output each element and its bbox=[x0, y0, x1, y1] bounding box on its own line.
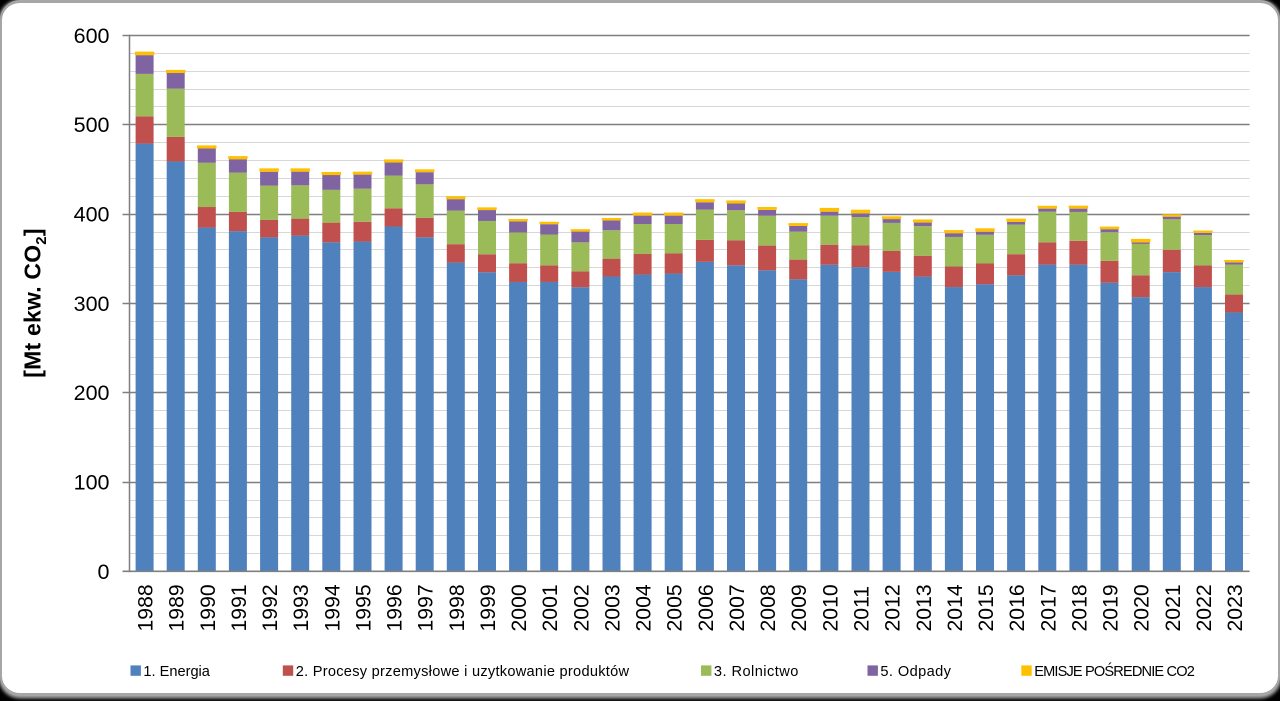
svg-text:2014: 2014 bbox=[944, 584, 967, 631]
svg-text:400: 400 bbox=[74, 203, 110, 227]
svg-text:5. Odpady: 5. Odpady bbox=[880, 664, 951, 680]
svg-text:0: 0 bbox=[98, 560, 110, 584]
svg-text:1990: 1990 bbox=[197, 584, 220, 631]
svg-text:500: 500 bbox=[74, 113, 110, 137]
svg-text:2012: 2012 bbox=[882, 584, 905, 631]
svg-text:2022: 2022 bbox=[1193, 584, 1216, 631]
svg-text:1992: 1992 bbox=[259, 584, 282, 631]
svg-text:2020: 2020 bbox=[1131, 584, 1154, 631]
svg-text:2001: 2001 bbox=[539, 584, 562, 631]
svg-text:1989: 1989 bbox=[166, 584, 189, 631]
svg-text:2003: 2003 bbox=[602, 584, 625, 631]
svg-text:2007: 2007 bbox=[726, 584, 749, 631]
svg-text:100: 100 bbox=[74, 471, 110, 495]
svg-text:1995: 1995 bbox=[353, 584, 376, 631]
svg-text:2015: 2015 bbox=[975, 584, 998, 631]
svg-text:300: 300 bbox=[74, 292, 110, 316]
svg-text:2005: 2005 bbox=[664, 584, 687, 631]
svg-text:2021: 2021 bbox=[1162, 584, 1185, 631]
svg-text:3. Rolnictwo: 3. Rolnictwo bbox=[714, 664, 799, 680]
svg-text:1999: 1999 bbox=[477, 584, 500, 631]
svg-text:2023: 2023 bbox=[1224, 584, 1247, 631]
svg-text:1997: 1997 bbox=[415, 584, 438, 631]
svg-text:1. Energia: 1. Energia bbox=[143, 664, 210, 680]
svg-text:1993: 1993 bbox=[290, 584, 313, 631]
svg-text:200: 200 bbox=[74, 381, 110, 405]
svg-text:600: 600 bbox=[74, 24, 110, 48]
svg-text:2004: 2004 bbox=[633, 584, 656, 631]
svg-text:1996: 1996 bbox=[384, 584, 407, 631]
svg-text:2019: 2019 bbox=[1100, 584, 1123, 631]
svg-text:2011: 2011 bbox=[851, 586, 874, 632]
svg-text:2006: 2006 bbox=[695, 584, 718, 631]
svg-text:2009: 2009 bbox=[788, 584, 811, 631]
svg-text:1988: 1988 bbox=[135, 584, 158, 631]
svg-text:2017: 2017 bbox=[1037, 584, 1060, 631]
svg-text:1991: 1991 bbox=[228, 584, 251, 631]
svg-text:2002: 2002 bbox=[570, 584, 593, 631]
svg-text:EMISJE POŚREDNIE CO2: EMISJE POŚREDNIE CO2 bbox=[1034, 662, 1195, 680]
svg-text:2008: 2008 bbox=[757, 584, 780, 631]
svg-text:2018: 2018 bbox=[1068, 584, 1091, 631]
svg-text:2013: 2013 bbox=[913, 584, 936, 631]
svg-text:2010: 2010 bbox=[819, 584, 842, 631]
svg-text:1994: 1994 bbox=[321, 584, 344, 631]
svg-text:1998: 1998 bbox=[446, 584, 469, 631]
svg-text:2. Procesy przemysłowe i uzytk: 2. Procesy przemysłowe i uzytkowanie pro… bbox=[296, 664, 630, 680]
svg-text:2000: 2000 bbox=[508, 584, 531, 631]
svg-text:2016: 2016 bbox=[1006, 584, 1029, 631]
svg-text:[Mt ekw. CO2]: [Mt ekw. CO2] bbox=[20, 228, 51, 377]
